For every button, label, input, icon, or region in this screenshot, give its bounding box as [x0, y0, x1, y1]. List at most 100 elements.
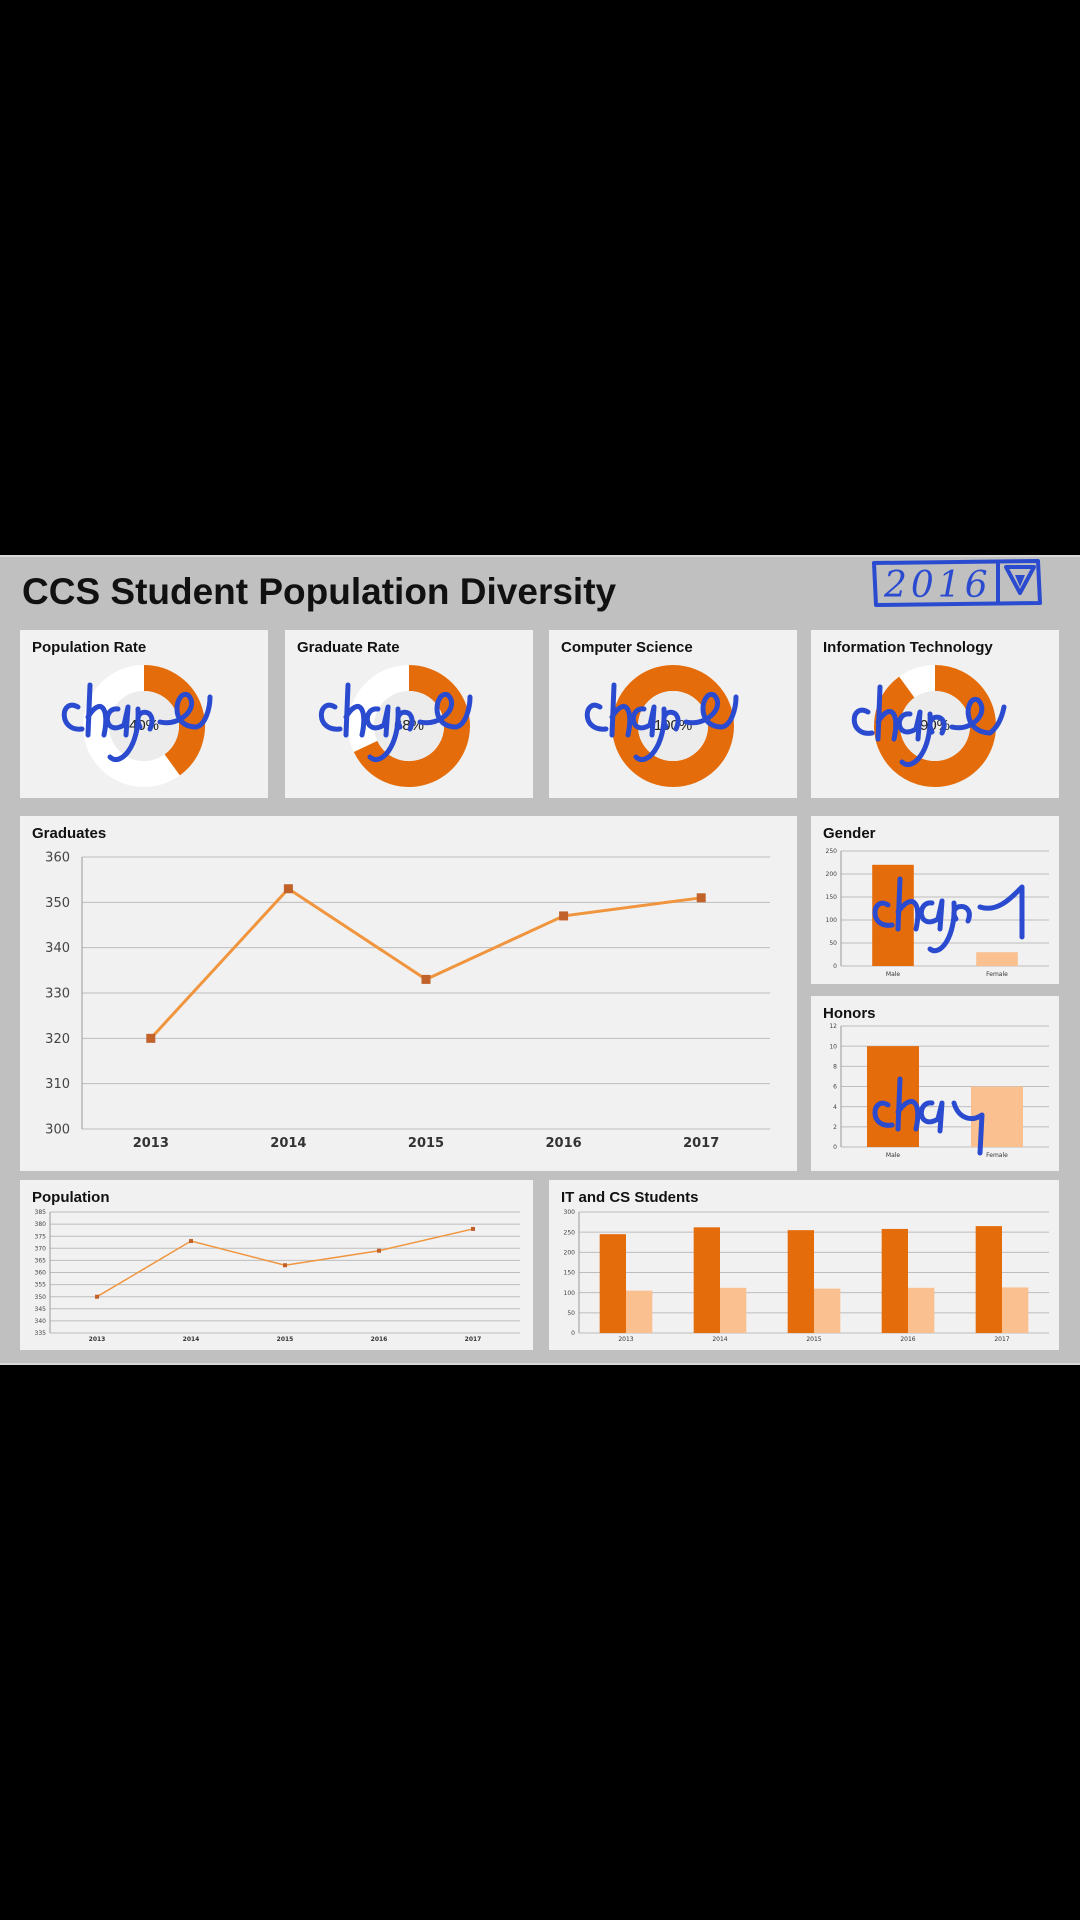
y-tick-label: 370: [35, 1245, 47, 1252]
x-tick-label: 2015: [806, 1336, 821, 1343]
y-tick-label: 310: [45, 1077, 70, 1092]
y-tick-label: 50: [567, 1310, 575, 1317]
data-point: [283, 1263, 287, 1268]
y-tick-label: 360: [45, 851, 70, 866]
year-selector[interactable]: 2016: [870, 557, 1044, 611]
y-tick-label: 100: [826, 917, 838, 924]
bar: [1002, 1287, 1029, 1333]
y-tick-label: 320: [45, 1032, 70, 1047]
y-tick-label: 0: [833, 963, 837, 970]
y-tick-label: 350: [35, 1294, 47, 1301]
y-tick-label: 8: [833, 1063, 837, 1070]
x-tick-label: 2013: [133, 1136, 169, 1151]
bar: [599, 1234, 626, 1333]
x-tick-label: 2014: [270, 1136, 306, 1151]
bar: [720, 1287, 747, 1333]
bar: [908, 1287, 935, 1333]
y-tick-label: 150: [564, 1270, 576, 1277]
y-tick-label: 250: [564, 1229, 576, 1236]
data-point: [471, 1226, 475, 1231]
panel-title: Graduates: [32, 825, 107, 842]
y-tick-label: 360: [35, 1270, 47, 1277]
kpi-card-population-rate: Population Rate 40%: [20, 630, 268, 798]
x-tick-label: 2014: [183, 1336, 200, 1343]
kpi-card-computer-science: Computer Science 100%: [549, 630, 797, 798]
y-tick-label: 200: [564, 1249, 576, 1256]
y-tick-label: 200: [826, 871, 838, 878]
y-tick-label: 365: [35, 1258, 47, 1265]
y-tick-label: 330: [45, 987, 70, 1002]
y-tick-label: 350: [45, 896, 70, 911]
graduates-panel: 300 310 320 330 340 350 360 2013 2014 2015 2016 201…: [20, 816, 797, 1171]
kpi-title: Population Rate: [32, 639, 147, 656]
x-tick-label: 2017: [994, 1336, 1009, 1343]
bar: [693, 1227, 720, 1333]
y-tick-label: 50: [829, 940, 837, 947]
y-tick-label: 375: [35, 1233, 47, 1240]
bar: [626, 1290, 653, 1333]
honors-chart: 0 2 4 6 8 10 12 Male Female: [829, 1023, 1049, 1159]
panel-title: IT and CS Students: [561, 1189, 699, 1206]
data-point: [189, 1239, 193, 1244]
x-tick-label: Male: [886, 1152, 901, 1159]
y-tick-label: 250: [826, 848, 838, 855]
y-tick-label: 380: [35, 1221, 47, 1228]
data-point: [95, 1294, 99, 1299]
year-selector-value: 2016: [883, 565, 992, 606]
data-point: [283, 884, 293, 894]
x-tick-label: 2014: [712, 1336, 727, 1343]
y-tick-label: 340: [45, 941, 70, 956]
kpi-value: 40%: [128, 717, 160, 734]
bar: [971, 1086, 1023, 1147]
dropdown-triangle-icon[interactable]: [1004, 565, 1036, 595]
data-point: [146, 1033, 156, 1043]
x-tick-label: 2016: [546, 1136, 582, 1151]
y-tick-label: 6: [833, 1084, 837, 1091]
x-tick-label: 2015: [408, 1136, 444, 1151]
gender-panel: 0 50 100 150 200 250 Male Female Gender: [811, 816, 1059, 984]
bar: [867, 1046, 919, 1147]
kpi-title: Graduate Rate: [297, 639, 400, 656]
x-tick-label: Female: [986, 971, 1008, 978]
y-tick-label: 340: [35, 1318, 47, 1325]
population-chart: 335 340 345 350 355 360 365 370 375 380 385 2013 201…: [35, 1209, 520, 1343]
x-tick-label: 2017: [465, 1336, 482, 1343]
y-tick-label: 12: [829, 1023, 837, 1030]
x-tick-label: Female: [986, 1152, 1008, 1159]
bar: [787, 1230, 814, 1333]
kpi-value: 100%: [653, 717, 693, 734]
x-tick-label: Male: [886, 971, 901, 978]
data-point: [696, 893, 706, 903]
data-point: [559, 911, 569, 921]
y-tick-label: 100: [564, 1290, 576, 1297]
y-tick-label: 150: [826, 894, 838, 901]
y-tick-label: 4: [833, 1104, 837, 1111]
y-tick-label: 0: [833, 1144, 837, 1151]
bar: [976, 952, 1018, 966]
panel-title: Honors: [823, 1005, 876, 1022]
bar: [814, 1288, 841, 1333]
population-panel: 335 340 345 350 355 360 365 370 375 380 385 2013 201…: [20, 1180, 533, 1350]
y-tick-label: 385: [35, 1209, 47, 1216]
x-tick-label: 2016: [900, 1336, 915, 1343]
it-cs-students-chart: 0 50 100 150 200 250 300 2013 2014 2015 2016 2017: [564, 1209, 1049, 1343]
y-tick-label: 300: [45, 1123, 70, 1138]
kpi-title: Computer Science: [561, 639, 693, 656]
bar: [881, 1228, 908, 1333]
y-tick-label: 355: [35, 1282, 47, 1289]
series-line: [96, 1228, 474, 1298]
series-line: [149, 886, 702, 1040]
bar: [872, 864, 914, 966]
y-tick-label: 0: [571, 1330, 575, 1337]
panel-title: Gender: [823, 825, 876, 842]
dashboard: CCS Student Population Diversity 2016 Po…: [0, 555, 1080, 1365]
graduates-chart: 300 310 320 330 340 350 360 2013 2014 2015 2016 201…: [45, 851, 770, 1151]
x-tick-label: 2016: [371, 1336, 388, 1343]
kpi-card-information-technology: Information Technology 90%: [811, 630, 1059, 798]
y-tick-label: 2: [833, 1124, 837, 1131]
kpi-value: 68%: [393, 717, 425, 734]
y-tick-label: 335: [35, 1330, 47, 1337]
data-point: [377, 1248, 381, 1253]
bar: [975, 1226, 1002, 1333]
data-point: [421, 974, 431, 984]
